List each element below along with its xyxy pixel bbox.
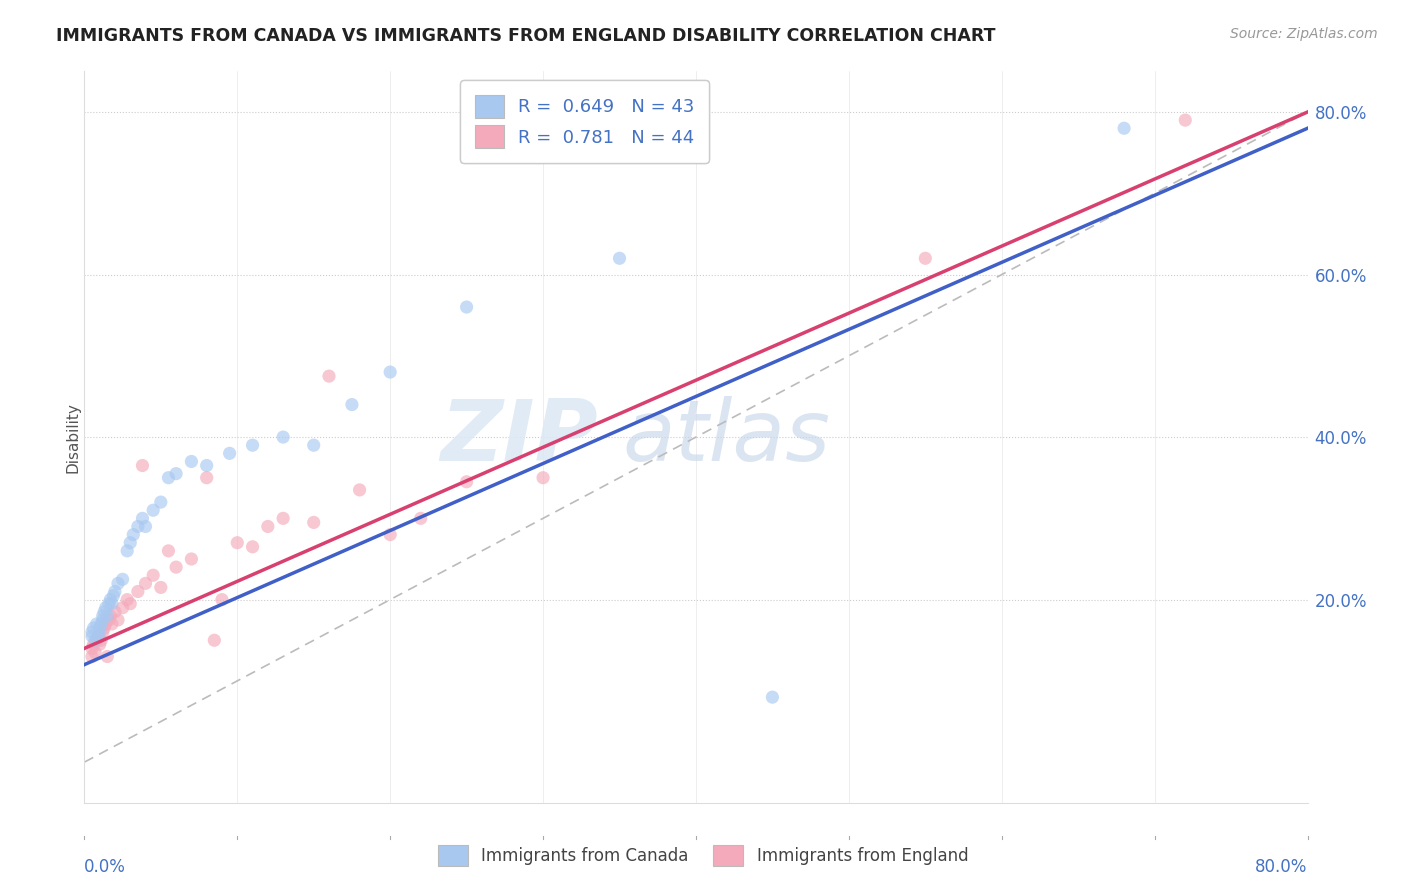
Point bbox=[103, 589, 125, 603]
Point bbox=[97, 613, 120, 627]
Point bbox=[115, 592, 138, 607]
Point bbox=[302, 438, 325, 452]
Point bbox=[1174, 113, 1197, 128]
Point bbox=[380, 527, 402, 541]
Point bbox=[180, 552, 202, 566]
Point bbox=[101, 617, 124, 632]
Point bbox=[97, 597, 120, 611]
Point bbox=[257, 519, 280, 533]
Point bbox=[98, 592, 121, 607]
Point bbox=[98, 608, 121, 623]
Text: Source: ZipAtlas.com: Source: ZipAtlas.com bbox=[1230, 27, 1378, 41]
Point bbox=[84, 633, 107, 648]
Point bbox=[91, 613, 114, 627]
Point bbox=[609, 252, 631, 266]
Point bbox=[115, 544, 138, 558]
Point bbox=[242, 438, 264, 452]
Point bbox=[456, 300, 478, 314]
Point bbox=[142, 568, 165, 582]
Point bbox=[89, 621, 111, 635]
Point bbox=[86, 633, 108, 648]
Point bbox=[131, 458, 153, 473]
Point bbox=[91, 625, 114, 640]
Point bbox=[111, 572, 134, 586]
Point bbox=[157, 471, 180, 485]
Point bbox=[84, 645, 107, 659]
Point bbox=[86, 617, 108, 632]
Point bbox=[271, 511, 294, 525]
Point bbox=[107, 613, 129, 627]
Point bbox=[120, 597, 142, 611]
Point bbox=[914, 252, 936, 266]
Text: 80.0%: 80.0% bbox=[1256, 858, 1308, 876]
Point bbox=[271, 430, 294, 444]
Y-axis label: Disability: Disability bbox=[66, 401, 80, 473]
Text: atlas: atlas bbox=[623, 395, 831, 479]
Point bbox=[94, 617, 117, 632]
Point bbox=[104, 605, 127, 619]
Point bbox=[96, 608, 118, 623]
Point bbox=[94, 600, 117, 615]
Point bbox=[409, 511, 432, 525]
Point bbox=[111, 600, 134, 615]
Point bbox=[89, 625, 111, 640]
Point bbox=[180, 454, 202, 468]
Point bbox=[120, 535, 142, 549]
Point bbox=[380, 365, 402, 379]
Point bbox=[96, 649, 118, 664]
Point bbox=[349, 483, 371, 497]
Point bbox=[80, 625, 103, 640]
Point bbox=[165, 560, 187, 574]
Legend: R =  0.649   N = 43, R =  0.781   N = 44: R = 0.649 N = 43, R = 0.781 N = 44 bbox=[460, 80, 709, 163]
Point bbox=[211, 592, 233, 607]
Text: IMMIGRANTS FROM CANADA VS IMMIGRANTS FROM ENGLAND DISABILITY CORRELATION CHART: IMMIGRANTS FROM CANADA VS IMMIGRANTS FRO… bbox=[56, 27, 995, 45]
Point bbox=[80, 629, 103, 643]
Point bbox=[83, 637, 105, 651]
Point bbox=[87, 629, 110, 643]
Point bbox=[122, 527, 145, 541]
Point bbox=[318, 369, 340, 384]
Point bbox=[83, 621, 105, 635]
Point bbox=[761, 690, 783, 705]
Point bbox=[89, 637, 111, 651]
Point bbox=[80, 649, 103, 664]
Point bbox=[131, 511, 153, 525]
Point bbox=[149, 581, 172, 595]
Point bbox=[135, 576, 157, 591]
Point bbox=[302, 516, 325, 530]
Point bbox=[80, 641, 103, 656]
Text: ZIP: ZIP bbox=[440, 395, 598, 479]
Point bbox=[135, 519, 157, 533]
Point bbox=[101, 597, 124, 611]
Point bbox=[90, 617, 112, 632]
Point bbox=[531, 471, 554, 485]
Point bbox=[127, 584, 149, 599]
Point bbox=[142, 503, 165, 517]
Point bbox=[218, 446, 240, 460]
Point bbox=[157, 544, 180, 558]
Point bbox=[202, 633, 225, 648]
Text: 0.0%: 0.0% bbox=[84, 858, 127, 876]
Point bbox=[226, 535, 249, 549]
Point bbox=[195, 458, 218, 473]
Point bbox=[195, 471, 218, 485]
Point bbox=[104, 584, 127, 599]
Point bbox=[127, 519, 149, 533]
Legend: Immigrants from Canada, Immigrants from England: Immigrants from Canada, Immigrants from … bbox=[429, 837, 977, 875]
Point bbox=[456, 475, 478, 489]
Point bbox=[93, 621, 115, 635]
Point bbox=[90, 633, 112, 648]
Point bbox=[107, 576, 129, 591]
Point bbox=[165, 467, 187, 481]
Point bbox=[340, 398, 363, 412]
Point bbox=[149, 495, 172, 509]
Point bbox=[93, 605, 115, 619]
Point bbox=[91, 608, 114, 623]
Point bbox=[1114, 121, 1136, 136]
Point bbox=[242, 540, 264, 554]
Point bbox=[87, 629, 110, 643]
